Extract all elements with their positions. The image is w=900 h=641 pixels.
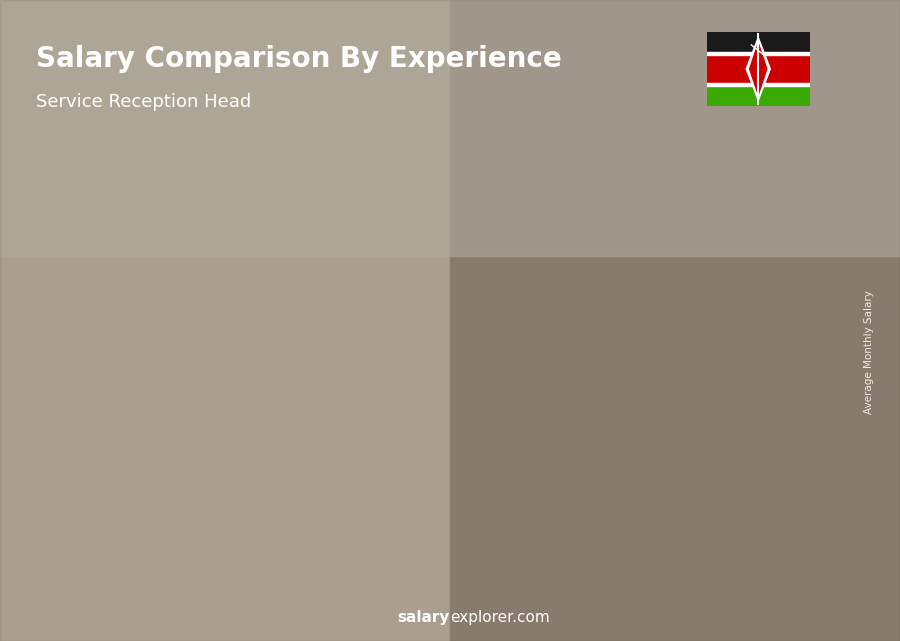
Polygon shape (72, 420, 149, 433)
Bar (706, 32, 810, 53)
Text: 63,500 KES: 63,500 KES (199, 367, 271, 379)
Polygon shape (634, 253, 646, 558)
Polygon shape (196, 385, 274, 397)
Polygon shape (746, 38, 770, 100)
Polygon shape (385, 324, 398, 558)
Text: Salary Comparison By Experience: Salary Comparison By Experience (36, 45, 562, 73)
Text: Service Reception Head: Service Reception Head (36, 93, 251, 111)
Polygon shape (137, 420, 149, 558)
Text: salary: salary (398, 610, 450, 625)
Text: 109,000 KES: 109,000 KES (444, 252, 523, 265)
Polygon shape (509, 270, 522, 558)
Polygon shape (750, 43, 767, 95)
Bar (320, 337, 385, 558)
Text: 116,000 KES: 116,000 KES (568, 234, 647, 247)
Bar (706, 85, 810, 106)
Bar (445, 283, 509, 558)
Bar (569, 265, 634, 558)
Bar (706, 52, 810, 55)
Bar (450, 0, 900, 641)
Text: +7%: +7% (523, 209, 569, 227)
Bar (694, 245, 758, 558)
Bar (0, 0, 450, 641)
Bar (72, 433, 137, 558)
Polygon shape (445, 270, 522, 283)
Text: +24%: +24% (392, 227, 450, 245)
Polygon shape (758, 232, 770, 558)
Bar (706, 83, 810, 86)
Bar (196, 397, 261, 558)
Text: +7%: +7% (647, 189, 693, 207)
Bar (0, 0, 900, 256)
Polygon shape (320, 324, 398, 337)
Text: 87,600 KES: 87,600 KES (323, 306, 395, 319)
Text: explorer.com: explorer.com (450, 610, 550, 625)
Polygon shape (694, 232, 770, 245)
Text: 49,400 KES: 49,400 KES (75, 403, 147, 415)
Text: +38%: +38% (268, 281, 326, 299)
Polygon shape (569, 253, 646, 265)
Text: +29%: +29% (144, 342, 202, 360)
Text: Average Monthly Salary: Average Monthly Salary (863, 290, 874, 415)
Bar (706, 53, 810, 85)
Polygon shape (261, 385, 274, 558)
Text: 124,000 KES: 124,000 KES (692, 214, 772, 227)
